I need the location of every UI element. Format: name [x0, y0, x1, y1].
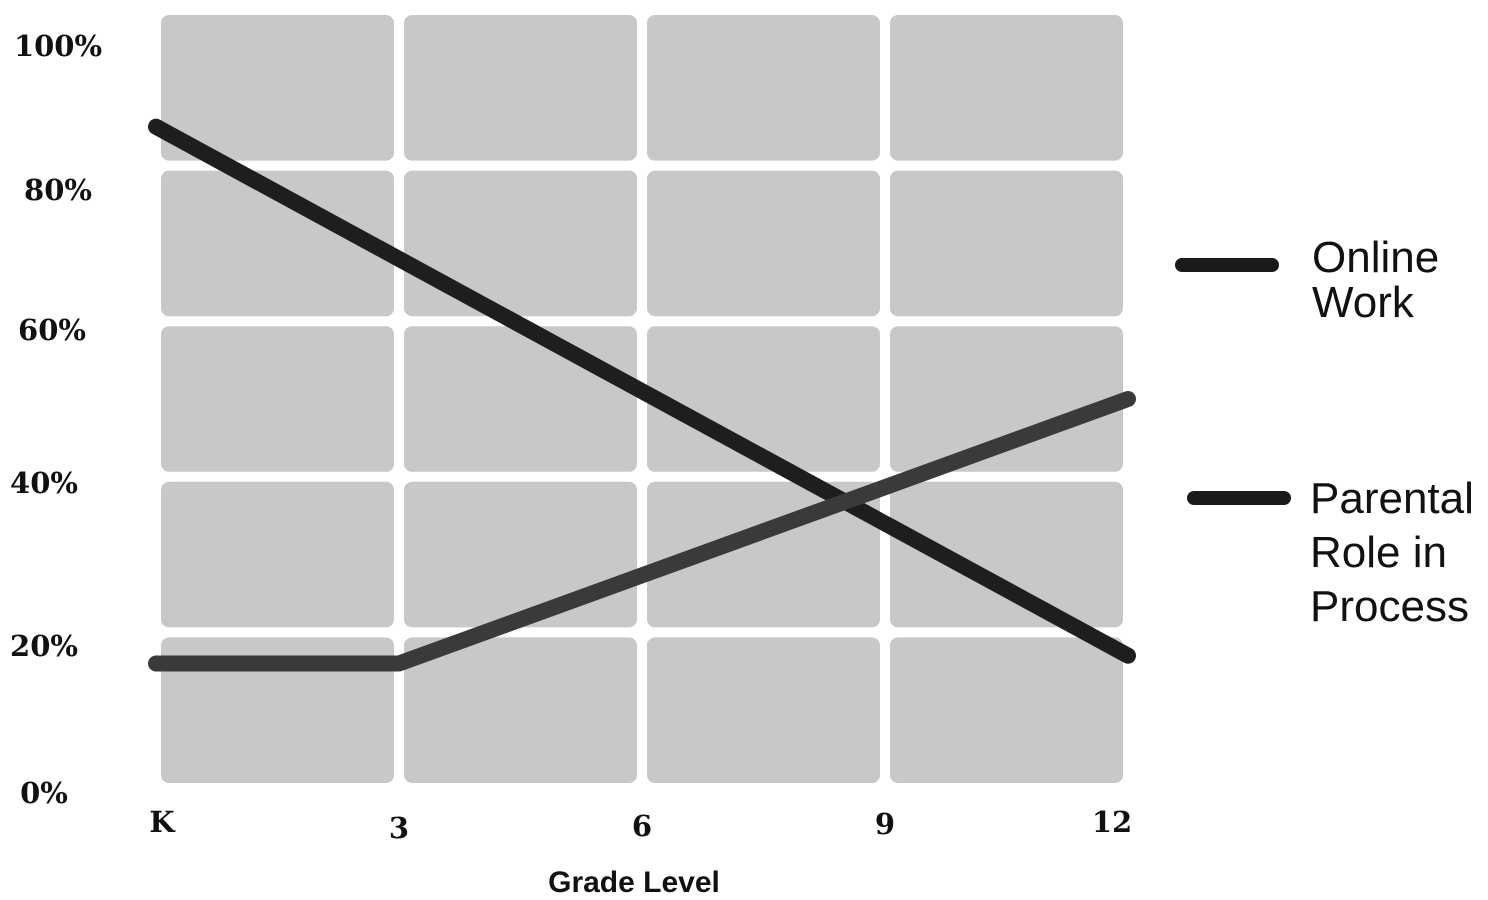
x-axis-title: Grade Level	[548, 866, 720, 899]
y-tick-label: 60%	[18, 313, 86, 347]
legend-label: Process	[1310, 582, 1469, 631]
grid-cell	[647, 326, 880, 472]
legend-label: Online	[1312, 233, 1439, 282]
grid-cell	[404, 326, 637, 472]
y-tick-label: 40%	[10, 466, 78, 500]
y-tick-label: 80%	[24, 173, 92, 207]
grid-cell	[890, 481, 1123, 628]
grid-cell	[161, 637, 394, 783]
legend-label: Work	[1312, 278, 1415, 327]
grid-cell	[647, 637, 880, 783]
grid-cell	[890, 170, 1123, 317]
series-line-parental-role	[148, 391, 1136, 672]
y-tick-label: 0%	[20, 776, 68, 810]
grid-cell	[890, 15, 1123, 161]
grid-cell	[890, 326, 1123, 472]
grid-cell	[647, 15, 880, 161]
grid-cell	[404, 637, 637, 783]
y-tick-label: 100%	[14, 29, 102, 63]
grid-cell	[404, 481, 637, 628]
grid-cell	[161, 481, 394, 628]
x-tick-label: 6	[632, 809, 652, 843]
grid-cell	[647, 170, 880, 317]
legend-label: Role in	[1310, 528, 1447, 577]
y-tick-label: 20%	[10, 629, 78, 663]
grid-cells	[161, 15, 1123, 783]
grid-cell	[161, 170, 394, 317]
grid-cell	[161, 326, 394, 472]
grid-cell	[161, 15, 394, 161]
x-tick-labels: K 3 6 9 12	[149, 805, 1132, 845]
y-tick-labels: 0% 20% 40% 60% 80% 100%	[10, 29, 102, 810]
x-tick-label: 3	[389, 811, 409, 845]
grid-cell	[404, 170, 637, 317]
grid-cell	[404, 15, 637, 161]
series-lines	[148, 118, 1136, 672]
series-line-online-work	[148, 118, 1136, 664]
x-tick-label: 9	[875, 807, 895, 841]
legend-label: Parental	[1310, 474, 1474, 523]
x-tick-label: K	[149, 805, 176, 839]
grid-cell	[890, 637, 1123, 783]
x-tick-label: 12	[1092, 805, 1132, 839]
